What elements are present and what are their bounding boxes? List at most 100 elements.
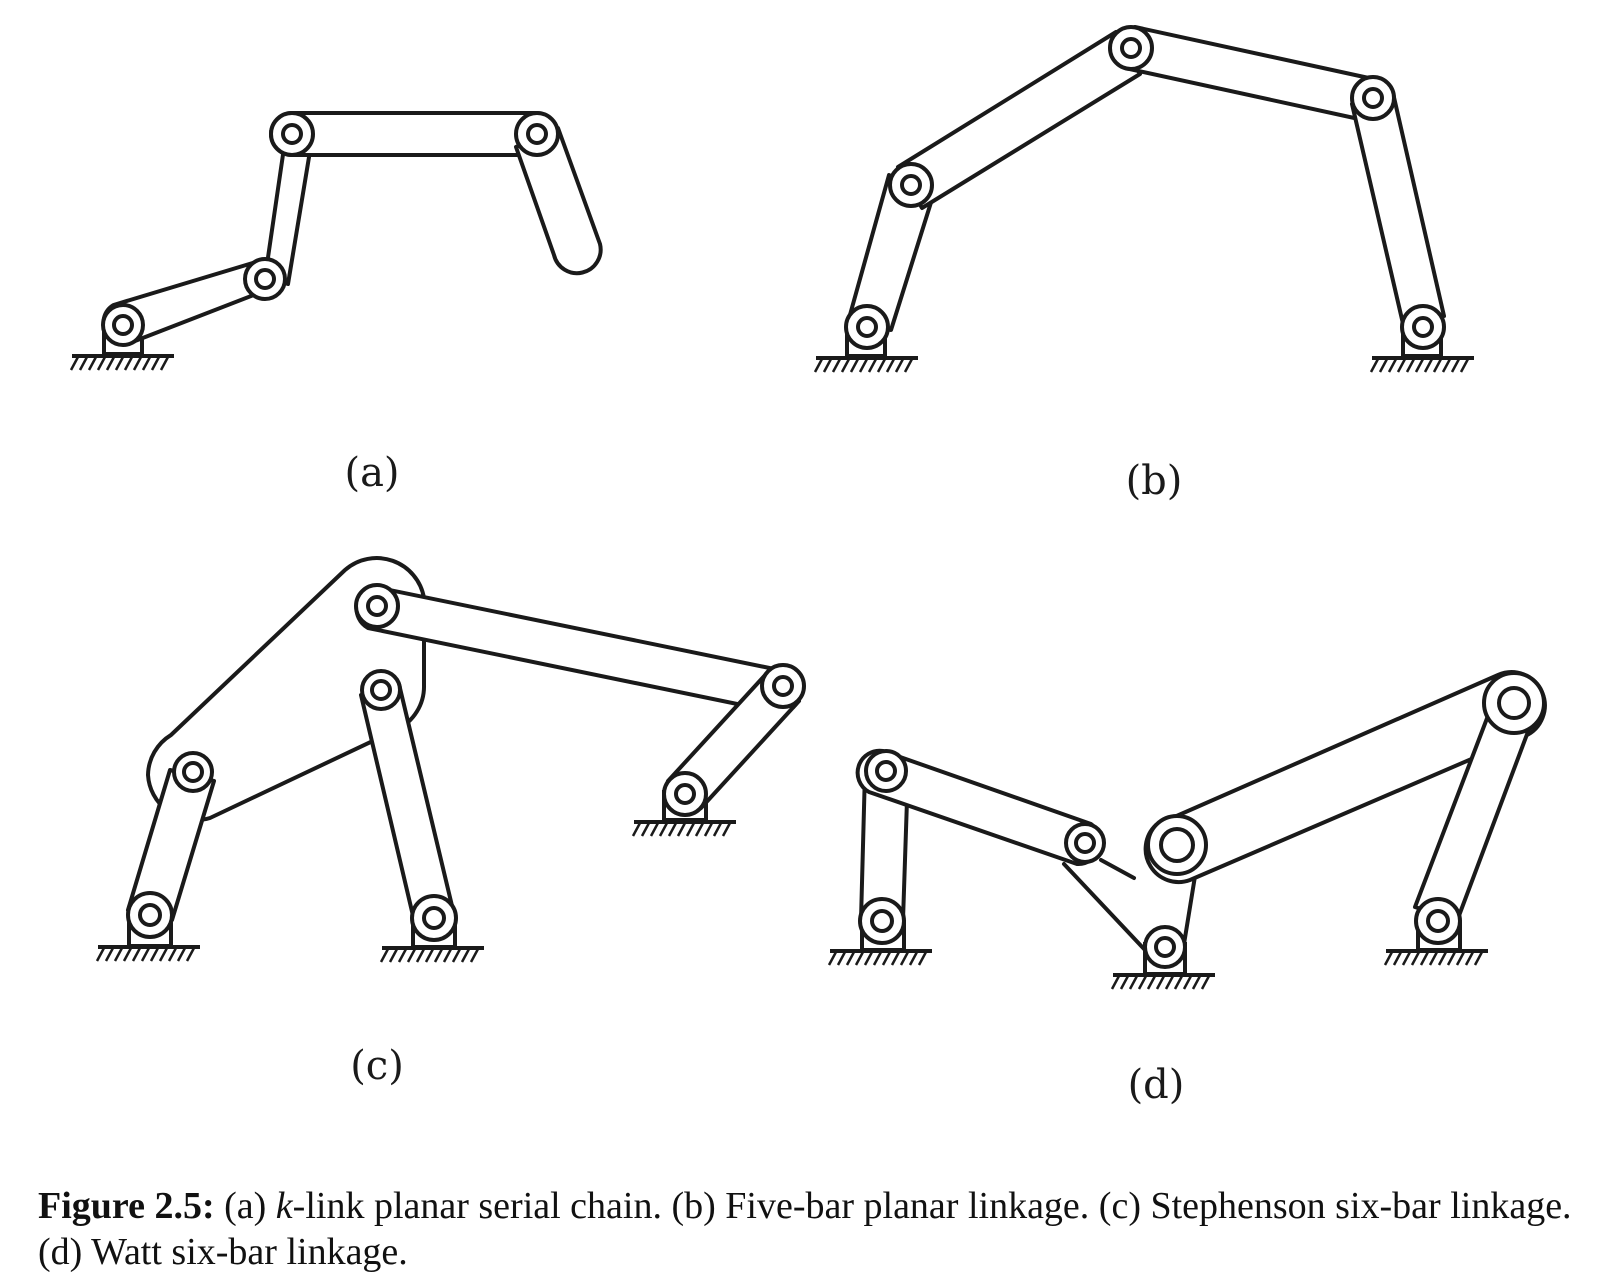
ground-hatch-mark — [1473, 951, 1484, 966]
ground-hatch-mark — [1146, 975, 1157, 990]
panel-b-joint-4 — [1350, 75, 1396, 121]
panel-c-stephenson: (c) — [95, 556, 806, 1089]
ground-hatch-mark — [640, 822, 651, 837]
ground-hatch-mark — [876, 358, 887, 373]
panel-c-joint-base-middle — [410, 894, 458, 942]
ground-hatch-mark — [1137, 975, 1148, 990]
ground-hatch-mark — [132, 356, 143, 371]
ground-hatch-mark — [631, 822, 642, 837]
panel-a-joint-2 — [243, 257, 287, 301]
ground-hatch-mark — [813, 358, 824, 373]
ground-hatch-mark — [1155, 975, 1166, 990]
ground-hatch-mark — [890, 951, 901, 966]
ground-hatch-mark — [1432, 358, 1443, 373]
panel-a-joint-3 — [269, 111, 315, 157]
ground-hatch-mark — [69, 356, 80, 371]
panel-b-link-2 — [896, 30, 1142, 210]
ground-hatch-mark — [1182, 975, 1193, 990]
ground-hatch-mark — [822, 358, 833, 373]
ground-hatch-mark — [104, 947, 115, 962]
ground-hatch-mark — [1428, 951, 1439, 966]
panel-d-joint-coupler — [1064, 822, 1106, 864]
panel-c-joint-right-top — [760, 663, 806, 709]
panel-d-watt: (d) — [827, 670, 1547, 1108]
ground-hatch-mark — [908, 951, 919, 966]
panel-b-joint-2 — [888, 162, 934, 208]
panel-b-joint-base-left — [844, 304, 890, 350]
ground-hatch-mark — [1200, 975, 1211, 990]
figure-caption-text: -link planar serial chain. (b) Five-bar … — [38, 1185, 1572, 1273]
ground-hatch-mark — [712, 822, 723, 837]
ground-hatch-mark — [415, 948, 426, 963]
ground-hatch-mark — [1369, 358, 1380, 373]
ground-hatch-mark — [881, 951, 892, 966]
ground-hatch-mark — [87, 356, 98, 371]
panel-b-five-bar: (b) — [813, 25, 1474, 504]
panel-d-joint-base-right — [1414, 897, 1462, 945]
ground-hatch-mark — [1450, 358, 1461, 373]
linkage-figure: (a) — [69, 25, 1547, 1108]
ground-hatch-mark — [1437, 951, 1448, 966]
ground-hatch-mark — [140, 947, 151, 962]
ground-hatch-mark — [903, 358, 914, 373]
panel-d-label: (d) — [1128, 1062, 1185, 1108]
ground-hatch-mark — [451, 948, 462, 963]
ground-hatch-mark — [685, 822, 696, 837]
ground-hatch-mark — [649, 822, 660, 837]
ground-hatch-mark — [858, 358, 869, 373]
ground-hatch-mark — [78, 356, 89, 371]
ground-hatch-mark — [150, 356, 161, 371]
ground-hatch-mark — [658, 822, 669, 837]
ground-hatch-mark — [1401, 951, 1412, 966]
panel-a-link-4 — [514, 126, 603, 276]
ground-hatch-mark — [1410, 951, 1421, 966]
ground-hatch-mark — [721, 822, 732, 837]
ground-hatch-mark — [1464, 951, 1475, 966]
ground-hatch-mark — [114, 356, 125, 371]
panel-c-joint-ternary-mid — [360, 669, 402, 711]
ground-hatch-mark — [469, 948, 480, 963]
ground-hatch-mark — [122, 947, 133, 962]
ground-hatch-mark — [827, 951, 838, 966]
panel-a-label: (a) — [344, 450, 399, 496]
panel-b-joint-base-right — [1400, 304, 1446, 350]
panel-d-joint-right-coupler — [1146, 814, 1208, 876]
panel-b-joint-3 — [1108, 25, 1154, 71]
panel-c-joint-base-left — [126, 891, 174, 939]
ground-hatch-mark — [676, 822, 687, 837]
panel-a-serial-chain: (a) — [69, 111, 603, 496]
ground-hatch-mark — [158, 947, 169, 962]
ground-hatch-mark — [167, 947, 178, 962]
ground-hatch-mark — [433, 948, 444, 963]
panel-d-v-link-right-edge — [1182, 868, 1198, 946]
ground-hatch-mark — [694, 822, 705, 837]
ground-hatch-mark — [113, 947, 124, 962]
ground-hatch-mark — [460, 948, 471, 963]
ground-hatch-mark — [176, 947, 187, 962]
panel-b-label: (b) — [1126, 458, 1183, 504]
ground-hatch-mark — [831, 358, 842, 373]
panel-c-link-middle — [359, 682, 455, 922]
ground-hatch-mark — [1119, 975, 1130, 990]
ground-hatch-mark — [894, 358, 905, 373]
ground-hatch-mark — [95, 947, 106, 962]
ground-hatch-mark — [388, 948, 399, 963]
ground-hatch-mark — [1387, 358, 1398, 373]
ground-hatch-mark — [863, 951, 874, 966]
ground-hatch-mark — [185, 947, 196, 962]
ground-hatch-mark — [1423, 358, 1434, 373]
ground-hatch-mark — [1396, 358, 1407, 373]
ground-hatch-mark — [872, 951, 883, 966]
ground-hatch-mark — [141, 356, 152, 371]
ground-hatch-mark — [1446, 951, 1457, 966]
ground-hatch-mark — [1173, 975, 1184, 990]
ground-hatch-mark — [1128, 975, 1139, 990]
ground-hatch-mark — [1164, 975, 1175, 990]
ground-hatch-mark — [442, 948, 453, 963]
figure-caption-prefix: (a) — [214, 1185, 276, 1227]
ground-hatch-mark — [849, 358, 860, 373]
panel-d-joint-left-top — [864, 749, 908, 793]
panel-d-joint-base-left — [858, 897, 906, 945]
ground-hatch-mark — [397, 948, 408, 963]
ground-hatch-mark — [899, 951, 910, 966]
